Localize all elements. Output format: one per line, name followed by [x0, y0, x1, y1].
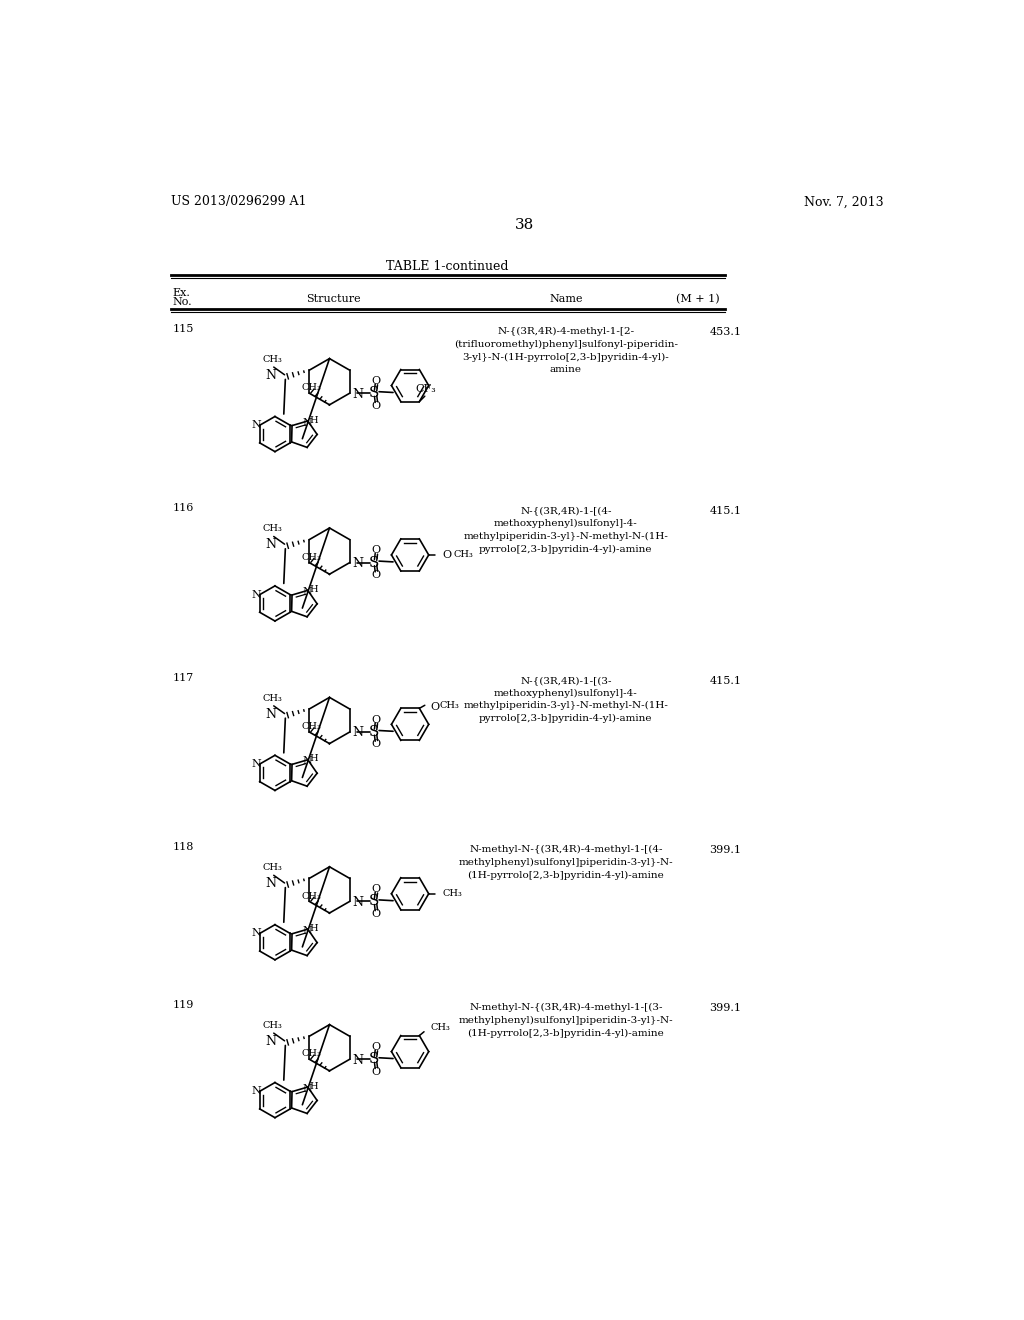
Text: 117: 117 — [172, 673, 194, 682]
Text: N: N — [302, 756, 312, 767]
Text: S: S — [370, 725, 380, 739]
Text: N-{(3R,4R)-4-methyl-1-[2-
(trifluoromethyl)phenyl]sulfonyl-piperidin-
3-yl}-N-(1: N-{(3R,4R)-4-methyl-1-[2- (trifluorometh… — [454, 327, 678, 374]
Text: CH₃: CH₃ — [302, 383, 322, 392]
Text: N: N — [302, 587, 312, 597]
Text: N: N — [266, 539, 276, 552]
Text: CH₃: CH₃ — [262, 1022, 282, 1030]
Text: 118: 118 — [172, 842, 194, 853]
Text: N: N — [302, 925, 312, 936]
Text: CH₃: CH₃ — [302, 1049, 322, 1059]
Text: N-{(3R,4R)-1-[(4-
methoxyphenyl)sulfonyl]-4-
methylpiperidin-3-yl}-N-methyl-N-(1: N-{(3R,4R)-1-[(4- methoxyphenyl)sulfonyl… — [464, 507, 669, 553]
Text: S: S — [370, 387, 380, 400]
Text: N: N — [266, 708, 276, 721]
Text: O: O — [372, 1041, 381, 1052]
Text: N: N — [252, 1086, 261, 1097]
Text: CH₃: CH₃ — [302, 553, 322, 562]
Text: CH₃: CH₃ — [262, 863, 282, 873]
Text: CH₃: CH₃ — [262, 694, 282, 702]
Text: O: O — [442, 550, 452, 560]
Text: N: N — [252, 590, 261, 599]
Text: 399.1: 399.1 — [710, 845, 741, 855]
Text: Structure: Structure — [306, 294, 360, 304]
Text: CF₃: CF₃ — [415, 384, 436, 395]
Text: CH₃: CH₃ — [302, 891, 322, 900]
Text: N: N — [266, 370, 276, 381]
Text: N: N — [352, 557, 362, 570]
Text: Ex.: Ex. — [172, 288, 190, 298]
Text: H: H — [309, 924, 318, 933]
Text: 453.1: 453.1 — [710, 327, 741, 337]
Text: O: O — [430, 702, 439, 711]
Text: TABLE 1-continued: TABLE 1-continued — [386, 260, 509, 273]
Text: S: S — [370, 556, 380, 570]
Text: US 2013/0296299 A1: US 2013/0296299 A1 — [171, 195, 306, 209]
Text: N: N — [302, 1084, 312, 1093]
Text: CH₃: CH₃ — [454, 550, 473, 560]
Text: N-{(3R,4R)-1-[(3-
methoxyphenyl)sulfonyl]-4-
methylpiperidin-3-yl}-N-methyl-N-(1: N-{(3R,4R)-1-[(3- methoxyphenyl)sulfonyl… — [464, 676, 669, 723]
Text: CH₃: CH₃ — [430, 1023, 451, 1032]
Text: N: N — [302, 417, 312, 428]
Text: H: H — [309, 1082, 318, 1090]
Text: N: N — [352, 896, 362, 908]
Text: No.: No. — [172, 297, 191, 308]
Text: O: O — [372, 376, 381, 385]
Text: N: N — [352, 726, 362, 739]
Text: N: N — [266, 878, 276, 890]
Text: 119: 119 — [172, 1001, 194, 1010]
Text: 116: 116 — [172, 503, 194, 513]
Text: N: N — [252, 928, 261, 939]
Text: O: O — [372, 570, 381, 579]
Text: 415.1: 415.1 — [710, 507, 741, 516]
Text: CH₃: CH₃ — [262, 524, 282, 533]
Text: O: O — [372, 884, 381, 894]
Text: Nov. 7, 2013: Nov. 7, 2013 — [804, 195, 884, 209]
Text: O: O — [372, 739, 381, 750]
Text: N: N — [266, 1035, 276, 1048]
Text: CH₃: CH₃ — [439, 701, 460, 710]
Text: (M + 1): (M + 1) — [676, 294, 720, 304]
Text: CH₃: CH₃ — [442, 890, 463, 898]
Text: CH₃: CH₃ — [262, 355, 282, 364]
Text: H: H — [309, 416, 318, 425]
Text: O: O — [372, 714, 381, 725]
Text: H: H — [309, 755, 318, 763]
Text: N-methyl-N-{(3R,4R)-4-methyl-1-[(3-
methylphenyl)sulfonyl]piperidin-3-yl}-N-
(1H: N-methyl-N-{(3R,4R)-4-methyl-1-[(3- meth… — [459, 1003, 673, 1038]
Text: O: O — [372, 908, 381, 919]
Text: N: N — [352, 388, 362, 400]
Text: O: O — [372, 1067, 381, 1077]
Text: N: N — [252, 420, 261, 430]
Text: 38: 38 — [515, 218, 535, 232]
Text: 399.1: 399.1 — [710, 1003, 741, 1012]
Text: Name: Name — [549, 294, 583, 304]
Text: O: O — [372, 545, 381, 556]
Text: N: N — [352, 1053, 362, 1067]
Text: CH₃: CH₃ — [302, 722, 322, 731]
Text: N: N — [252, 759, 261, 770]
Text: O: O — [372, 400, 381, 411]
Text: 115: 115 — [172, 323, 194, 334]
Text: S: S — [370, 895, 380, 908]
Text: 415.1: 415.1 — [710, 676, 741, 686]
Text: H: H — [309, 585, 318, 594]
Text: N-methyl-N-{(3R,4R)-4-methyl-1-[(4-
methylphenyl)sulfonyl]piperidin-3-yl}-N-
(1H: N-methyl-N-{(3R,4R)-4-methyl-1-[(4- meth… — [459, 845, 673, 879]
Text: S: S — [370, 1052, 380, 1067]
